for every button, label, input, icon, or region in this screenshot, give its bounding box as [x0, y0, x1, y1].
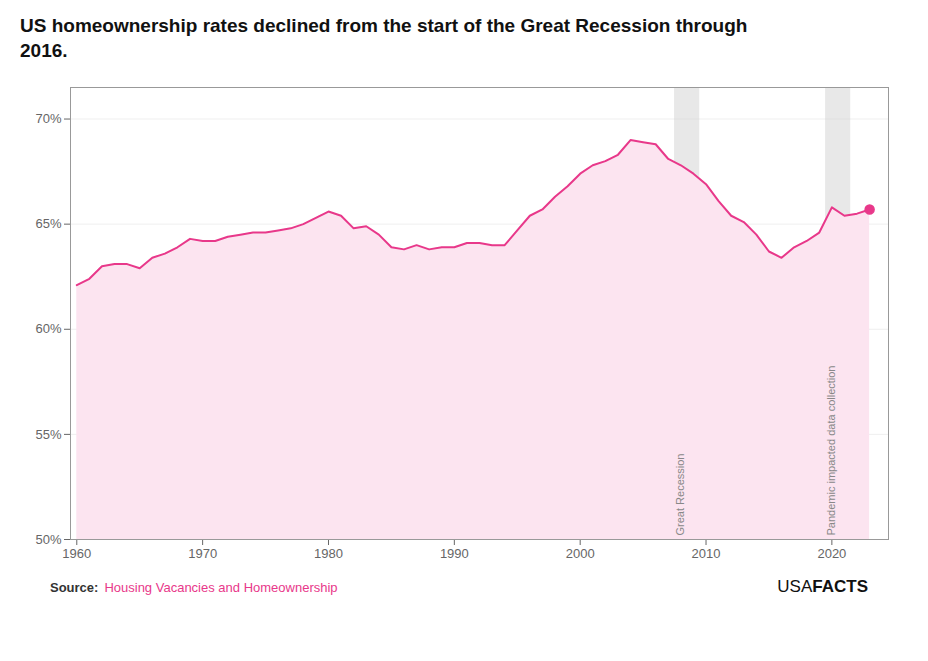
svg-text:2020: 2020 [817, 546, 846, 561]
svg-text:65%: 65% [35, 217, 61, 232]
svg-text:Pandemic impacted data collect: Pandemic impacted data collection [825, 366, 837, 536]
svg-text:2000: 2000 [566, 546, 595, 561]
svg-text:1960: 1960 [62, 546, 91, 561]
html-text:USA FACTS: USA FACTS [777, 577, 868, 597]
svg-text:50%: 50% [35, 532, 61, 547]
svg-text:Great Recession: Great Recession [674, 454, 686, 536]
svg-text:1970: 1970 [188, 546, 217, 561]
svg-text:1980: 1980 [314, 546, 343, 561]
svg-text:70%: 70% [35, 112, 61, 127]
svg-text:60%: 60% [35, 322, 61, 337]
svg-text:55%: 55% [35, 427, 61, 442]
svg-text:1990: 1990 [440, 546, 469, 561]
html-text:Source: Housing Vacancies and: Source: Housing Vacancies and Homeowners… [50, 580, 338, 596]
html-text:US homeownership rates decline: US homeownership rates declined from the… [20, 15, 748, 61]
svg-text:2010: 2010 [692, 546, 721, 561]
